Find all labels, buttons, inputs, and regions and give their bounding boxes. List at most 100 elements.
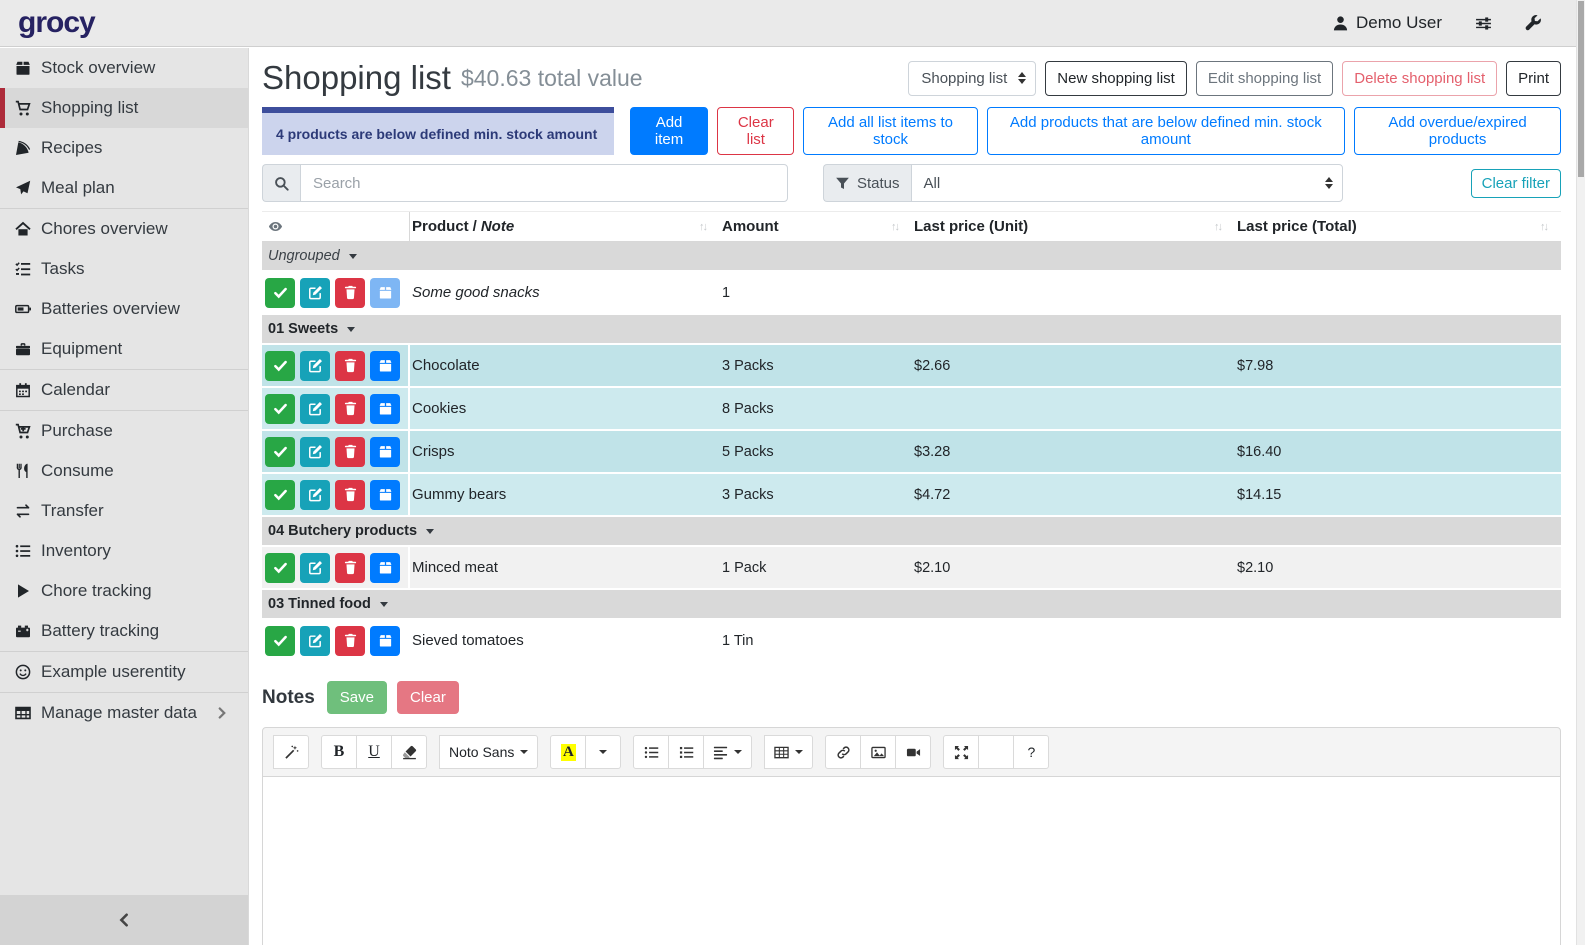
sidebar-item-calendar[interactable]: Calendar (0, 370, 248, 410)
sidebar-item-shopping-list[interactable]: Shopping list (0, 88, 248, 128)
group-header-01-sweets[interactable]: 01 Sweets (262, 315, 1561, 345)
notes-clear-button[interactable]: Clear (397, 681, 459, 714)
search-group (262, 164, 788, 202)
sidebar-item-label: Example userentity (41, 662, 186, 682)
paragraph-button[interactable] (703, 735, 752, 769)
mark-done-button[interactable] (265, 351, 295, 381)
user-icon (1332, 15, 1349, 32)
magic-wand-button[interactable] (273, 735, 309, 769)
notes-editor[interactable] (262, 777, 1561, 945)
edit-item-button[interactable] (300, 278, 330, 308)
delete-item-button[interactable] (335, 437, 365, 467)
add-to-stock-button[interactable] (370, 278, 400, 308)
add-to-stock-button[interactable] (370, 351, 400, 381)
delete-shopping-list-button[interactable]: Delete shopping list (1342, 61, 1497, 96)
add-to-stock-button[interactable] (370, 437, 400, 467)
edit-item-button[interactable] (300, 553, 330, 583)
print-button[interactable]: Print (1506, 61, 1561, 96)
mark-done-button[interactable] (265, 626, 295, 656)
sidebar-item-transfer[interactable]: Transfer (0, 491, 248, 531)
column-header-amount[interactable]: Amount ↑↓ (720, 212, 912, 241)
mark-done-button[interactable] (265, 278, 295, 308)
sidebar-item-chore-tracking[interactable]: Chore tracking (0, 571, 248, 611)
font-family-button[interactable]: Noto Sans (439, 735, 538, 769)
toolbox-icon (12, 341, 34, 357)
add-item-button[interactable]: Add item (630, 107, 708, 155)
min-stock-badge[interactable]: 4 products are below defined min. stock … (262, 107, 614, 155)
status-filter-group: Status All (823, 164, 1343, 202)
sidebar-item-example-userentity[interactable]: Example userentity (0, 652, 248, 692)
ordered-list-button[interactable] (668, 735, 704, 769)
delete-item-button[interactable] (335, 278, 365, 308)
edit-item-button[interactable] (300, 351, 330, 381)
edit-item-button[interactable] (300, 626, 330, 656)
column-header-last-price-total[interactable]: Last price (Total) ↑↓ (1235, 212, 1561, 241)
font-color-button[interactable]: A (550, 735, 586, 769)
new-shopping-list-button[interactable]: New shopping list (1045, 61, 1187, 96)
status-select[interactable]: All (911, 164, 1343, 202)
group-header-04-butchery-products[interactable]: 04 Butchery products (262, 517, 1561, 547)
sidebar-item-equipment[interactable]: Equipment (0, 329, 248, 369)
insert-picture-button[interactable] (860, 735, 896, 769)
sidebar-item-batteries-overview[interactable]: Batteries overview (0, 289, 248, 329)
add-overdue-button[interactable]: Add overdue/expired products (1354, 107, 1561, 155)
insert-table-button[interactable] (764, 735, 813, 769)
user-menu[interactable]: Demo User (1332, 13, 1449, 33)
search-input[interactable] (300, 164, 788, 202)
mark-done-button[interactable] (265, 480, 295, 510)
app-logo[interactable]: grocy (18, 6, 95, 40)
add-all-to-stock-button[interactable]: Add all list items to stock (803, 107, 977, 155)
add-below-min-button[interactable]: Add products that are below defined min.… (987, 107, 1346, 155)
filter-row: Status All Clear filter (262, 164, 1561, 212)
scrollbar-thumb[interactable] (1578, 1, 1584, 177)
delete-item-button[interactable] (335, 626, 365, 656)
group-header-ungrouped[interactable]: Ungrouped (262, 242, 1561, 272)
help-button[interactable]: ? (1013, 735, 1049, 769)
code-view-button[interactable] (978, 735, 1014, 769)
sidebar-item-tasks[interactable]: Tasks (0, 249, 248, 289)
delete-item-button[interactable] (335, 480, 365, 510)
sidebar-item-recipes[interactable]: Recipes (0, 128, 248, 168)
sidebar-item-chores-overview[interactable]: Chores overview (0, 209, 248, 249)
sidebar-item-battery-tracking[interactable]: Battery tracking (0, 611, 248, 651)
group-header-03-tinned-food[interactable]: 03 Tinned food (262, 590, 1561, 620)
add-to-stock-button[interactable] (370, 553, 400, 583)
font-color-caret-button[interactable] (585, 735, 621, 769)
eraser-button[interactable] (391, 735, 427, 769)
bold-button[interactable]: B (321, 735, 357, 769)
sidebar-item-stock-overview[interactable]: Stock overview (0, 48, 248, 88)
edit-item-button[interactable] (300, 480, 330, 510)
mark-done-button[interactable] (265, 437, 295, 467)
insert-link-button[interactable] (825, 735, 861, 769)
edit-item-button[interactable] (300, 437, 330, 467)
column-header-last-price-unit[interactable]: Last price (Unit) ↑↓ (912, 212, 1235, 241)
insert-video-button[interactable] (895, 735, 931, 769)
delete-item-button[interactable] (335, 553, 365, 583)
sidebar-item-meal-plan[interactable]: Meal plan (0, 168, 248, 208)
sidebar-item-manage-master-data[interactable]: Manage master data (0, 693, 248, 733)
notes-save-button[interactable]: Save (327, 681, 387, 714)
add-to-stock-button[interactable] (370, 480, 400, 510)
column-visibility-header[interactable] (262, 212, 410, 241)
sidebar-item-purchase[interactable]: Purchase (0, 411, 248, 451)
fullscreen-button[interactable] (943, 735, 979, 769)
shopping-list-select[interactable]: Shopping list (908, 61, 1036, 96)
sidebar-item-consume[interactable]: Consume (0, 451, 248, 491)
sidebar-item-inventory[interactable]: Inventory (0, 531, 248, 571)
sidebar-collapse-button[interactable] (0, 895, 248, 945)
add-to-stock-button[interactable] (370, 626, 400, 656)
add-to-stock-button[interactable] (370, 394, 400, 424)
delete-item-button[interactable] (335, 394, 365, 424)
delete-item-button[interactable] (335, 351, 365, 381)
mark-done-button[interactable] (265, 394, 295, 424)
underline-button[interactable]: U (356, 735, 392, 769)
edit-item-button[interactable] (300, 394, 330, 424)
edit-shopping-list-button[interactable]: Edit shopping list (1196, 61, 1333, 96)
mark-done-button[interactable] (265, 553, 295, 583)
clear-filter-button[interactable]: Clear filter (1471, 169, 1561, 198)
settings-menu[interactable] (1475, 15, 1499, 32)
unordered-list-button[interactable] (633, 735, 669, 769)
column-header-product[interactable]: Product/Note ↑↓ (410, 212, 720, 241)
clear-list-button[interactable]: Clear list (717, 107, 794, 155)
admin-menu[interactable] (1525, 15, 1549, 32)
